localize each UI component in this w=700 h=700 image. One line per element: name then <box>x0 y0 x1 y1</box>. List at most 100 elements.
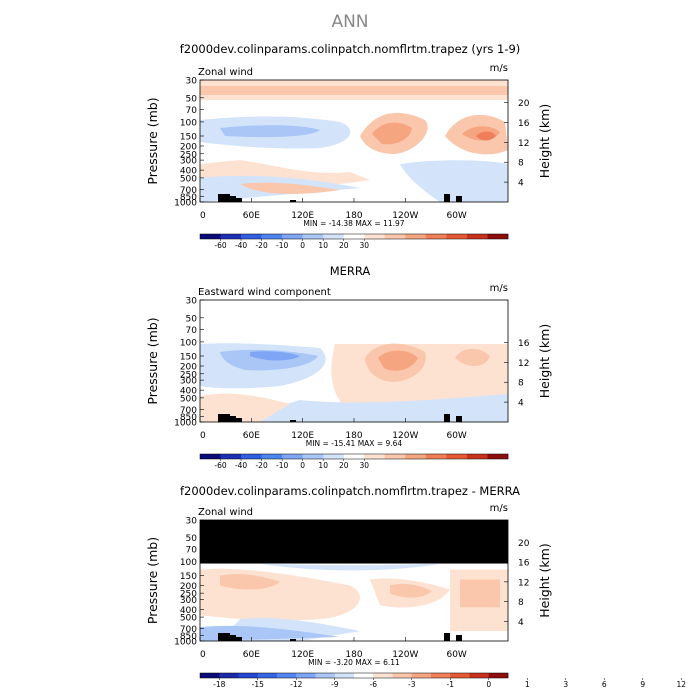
height-tick-label: 12 <box>518 578 529 588</box>
panel-3: Zonal wind m/s305070100150200250300400500… <box>145 503 686 689</box>
units-label: m/s <box>490 283 508 294</box>
colorbar-box <box>411 673 432 678</box>
contour-region <box>240 182 340 194</box>
colorbar-box <box>257 673 278 678</box>
lon-tick-label: 120E <box>291 211 314 221</box>
colorbar-box <box>405 454 427 459</box>
panel-2: Eastward wind component m/s30507010015020… <box>145 283 552 470</box>
colorbar-label: -60 <box>214 461 226 470</box>
pressure-tick-label: 30 <box>186 297 198 307</box>
contour-region <box>372 122 412 145</box>
colorbar-box <box>261 454 283 459</box>
colorbar-label: -20 <box>255 241 267 250</box>
min-max-stats: MIN = -14.38 MAX = 11.97 <box>303 219 404 228</box>
ylabel: Pressure (mb) <box>145 317 160 404</box>
height-tick-label: 8 <box>518 159 524 169</box>
colorbar-frame <box>199 672 509 679</box>
pressure-tick-label: 70 <box>186 326 198 336</box>
pressure-tick-label: 850 <box>180 193 197 203</box>
lon-tick-label: 0 <box>200 431 206 441</box>
colorbar-box <box>219 673 239 678</box>
pressure-tick-label: 150 <box>180 352 197 362</box>
colorbar-label: 3 <box>563 680 568 689</box>
colorbar-label: -6 <box>370 680 378 689</box>
min-max-stats: MIN = -3.20 MAX = 6.11 <box>308 658 400 667</box>
terrain <box>230 196 236 202</box>
colorbar-box <box>425 234 447 239</box>
pressure-tick-label: 400 <box>180 167 197 177</box>
pressure-tick-label: 70 <box>186 106 198 116</box>
colorbar-label: -1 <box>447 680 455 689</box>
colorbar-box <box>446 234 468 239</box>
colorbar-label: -3 <box>408 680 416 689</box>
pressure-tick-label: 1000 <box>174 199 197 209</box>
pressure-tick-label: 30 <box>186 77 198 87</box>
terrain <box>230 416 236 422</box>
contour-region <box>455 348 490 367</box>
min-max-stats: MIN = -15.41 MAX = 9.64 <box>306 439 403 448</box>
lon-tick-label: 120E <box>291 431 314 441</box>
terrain <box>456 416 462 422</box>
colorbar-box <box>384 454 406 459</box>
height-tick-label: 16 <box>518 119 530 129</box>
units-label: m/s <box>490 63 508 74</box>
colorbar-box <box>200 454 221 459</box>
height-tick-label: 4 <box>518 399 524 409</box>
lon-tick-label: 0 <box>200 650 206 660</box>
pressure-tick-label: 50 <box>186 94 198 104</box>
pressure-tick-label: 500 <box>180 394 197 404</box>
shaded-field <box>200 520 508 641</box>
units-label: m/s <box>490 503 508 514</box>
terrain <box>236 418 242 422</box>
pressure-tick-label: 50 <box>186 534 198 544</box>
contour-region <box>220 125 320 138</box>
colorbar-box <box>364 454 386 459</box>
lon-tick-label: 120E <box>291 650 314 660</box>
colorbar-box <box>277 673 297 678</box>
contour-region <box>200 520 508 564</box>
height-tick-label: 16 <box>518 339 530 349</box>
pressure-tick-label: 300 <box>180 377 197 387</box>
lon-tick-label: 180 <box>345 650 362 660</box>
colorbar-box <box>466 234 488 239</box>
contour-region <box>400 160 508 202</box>
colorbar-box <box>334 673 355 678</box>
colorbar-box <box>302 234 324 239</box>
terrain <box>444 194 450 202</box>
shaded-field <box>200 343 508 422</box>
pressure-tick-label: 100 <box>180 558 197 568</box>
panel-left-label: Zonal wind <box>198 67 253 78</box>
pressure-tick-label: 100 <box>180 118 197 128</box>
terrain <box>218 633 224 641</box>
colorbar-label: 9 <box>640 680 645 689</box>
pressure-tick-label: 50 <box>186 314 198 324</box>
colorbar-label: -10 <box>276 461 288 470</box>
colorbar-box <box>373 673 393 678</box>
panel-left-label: Zonal wind <box>198 507 253 518</box>
colorbar-box <box>323 234 345 239</box>
colorbar-box <box>220 234 242 239</box>
colorbar-box <box>261 234 283 239</box>
colorbar-label: -60 <box>214 241 226 250</box>
pressure-tick-label: 70 <box>186 546 198 556</box>
ylabel: Pressure (mb) <box>145 537 160 624</box>
pressure-tick-label: 700 <box>180 186 197 196</box>
colorbar-box <box>466 454 488 459</box>
colorbar-label: -40 <box>235 241 247 250</box>
pressure-tick-label: 700 <box>180 406 197 416</box>
colorbar-label: 30 <box>359 461 369 470</box>
terrain <box>230 635 236 641</box>
colorbar-label: -10 <box>276 241 288 250</box>
colorbar-box <box>323 454 345 459</box>
colorbar-box <box>282 454 303 459</box>
colorbar-box <box>488 673 509 678</box>
pressure-tick-label: 300 <box>180 157 197 167</box>
terrain <box>218 194 224 202</box>
pressure-tick-label: 850 <box>180 632 197 642</box>
terrain <box>444 414 450 422</box>
colorbar-box <box>384 234 406 239</box>
colorbar-box <box>200 234 221 239</box>
colorbar-box <box>343 234 365 239</box>
lon-tick-label: 120W <box>392 650 418 660</box>
terrain <box>224 633 230 641</box>
